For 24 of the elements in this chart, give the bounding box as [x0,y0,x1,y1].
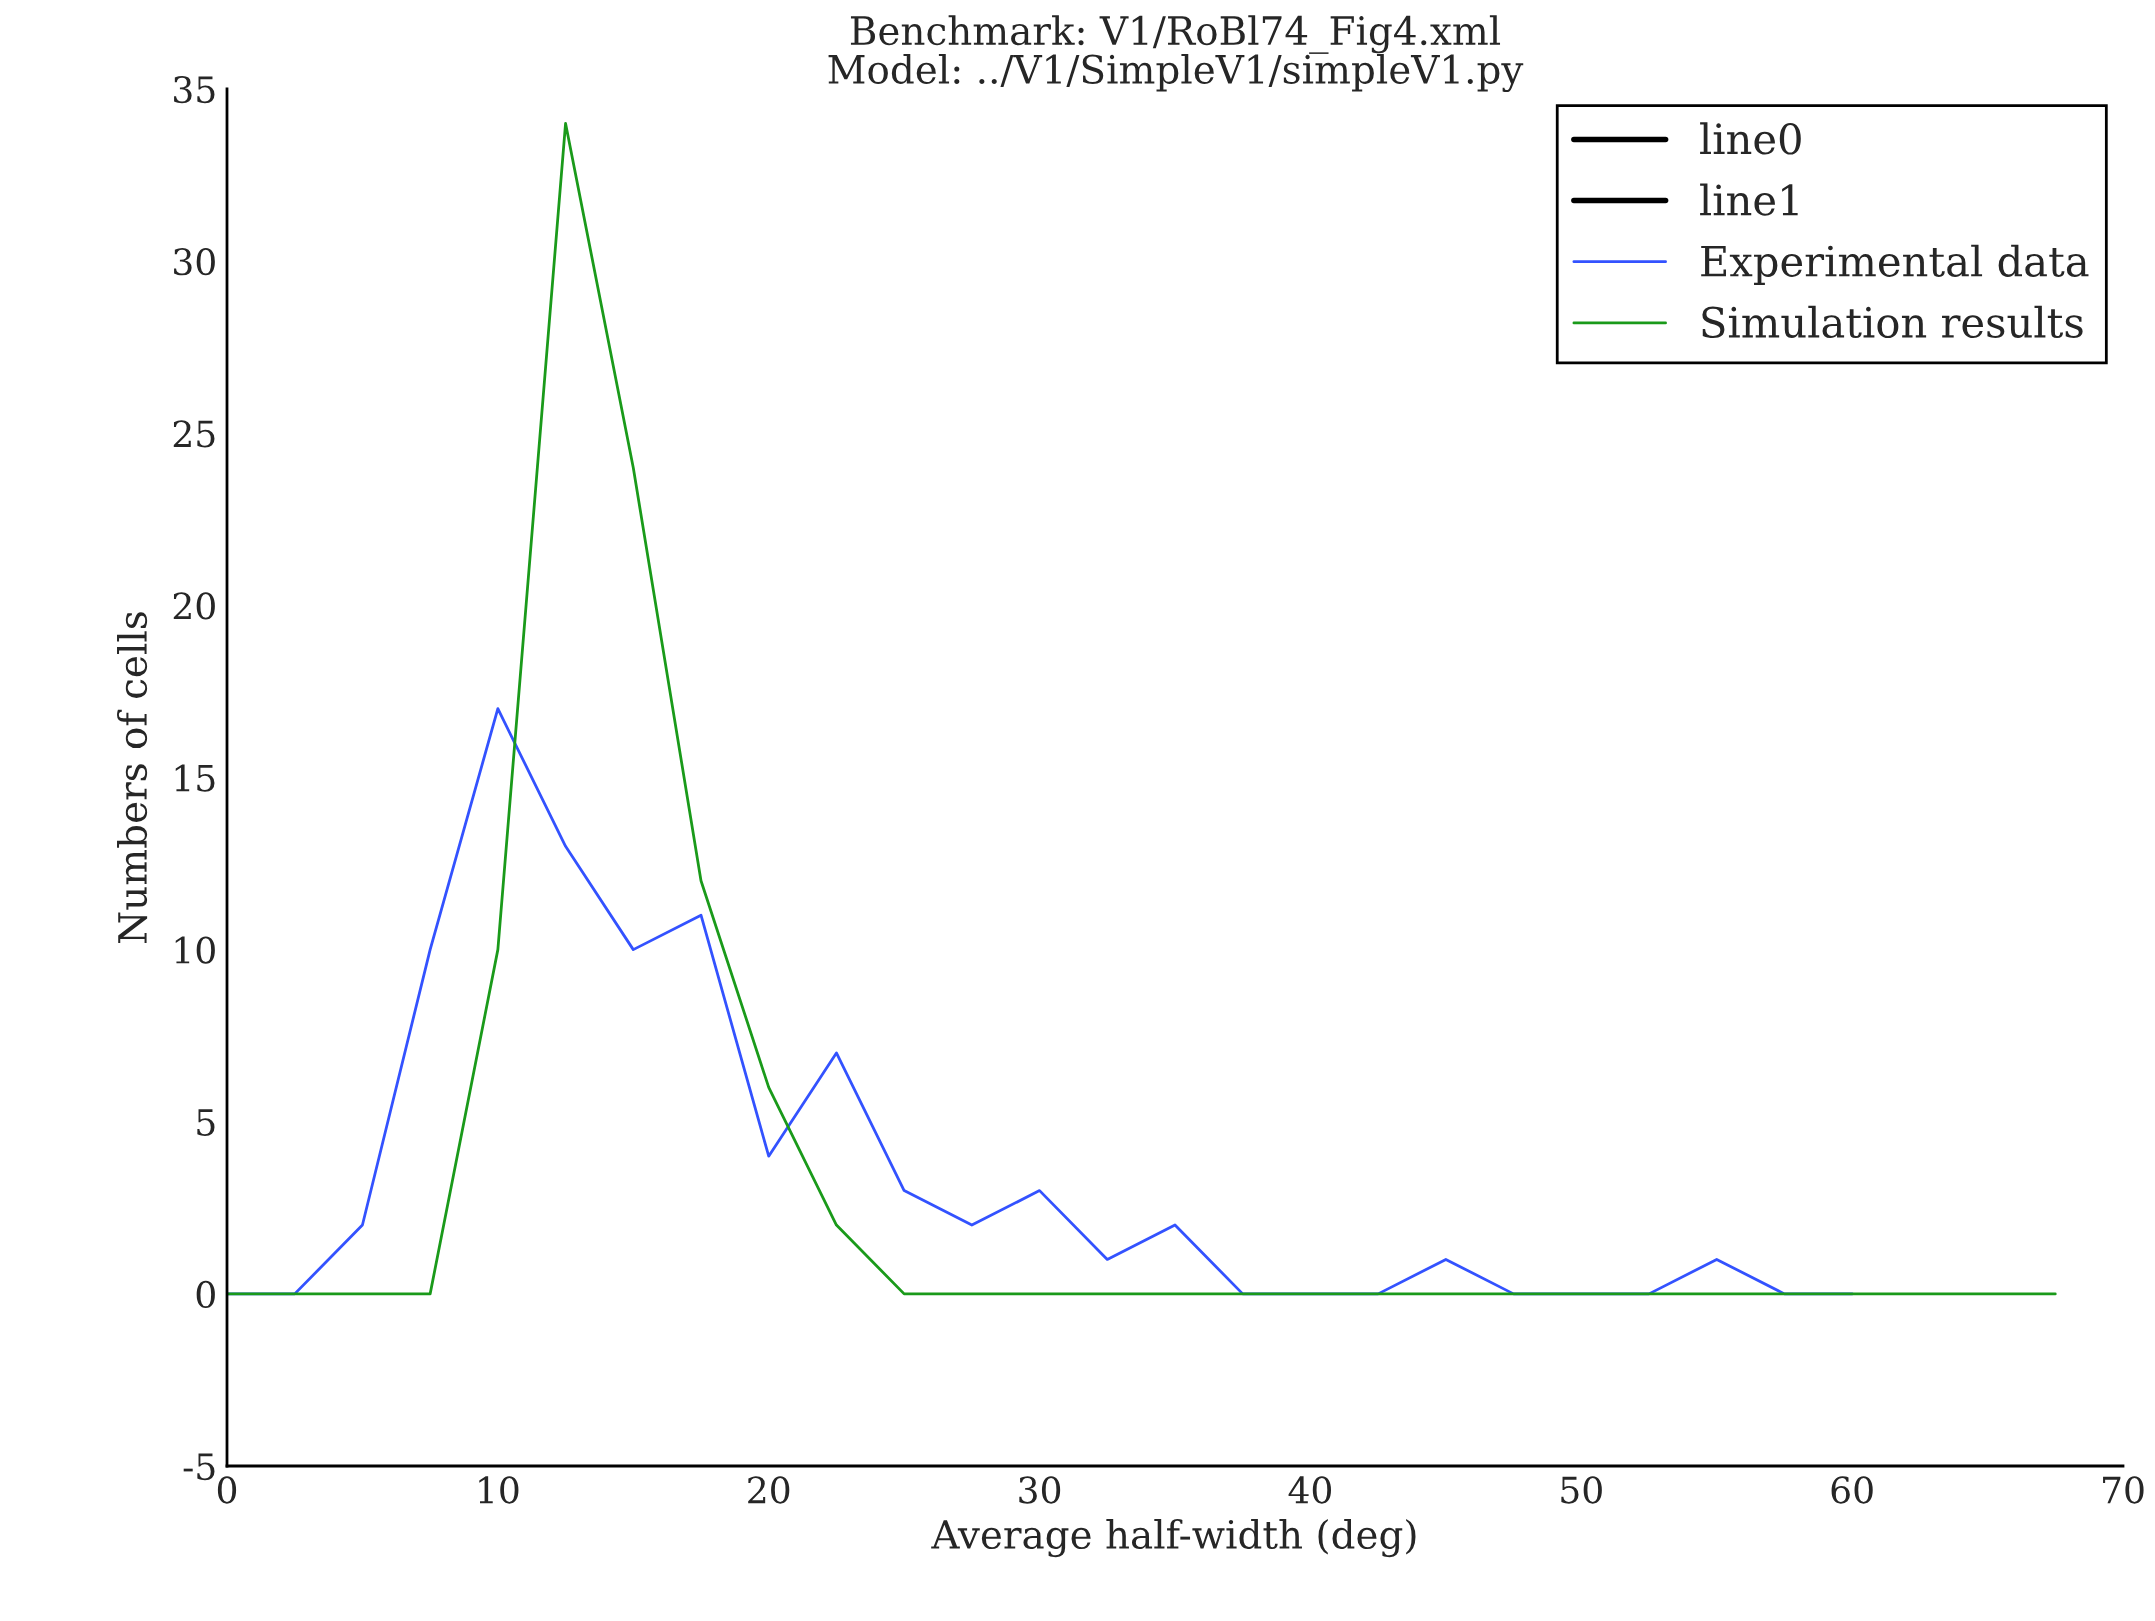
x-tick-label: 0 [217,1476,237,1504]
y-tick-label: -5 [183,1453,215,1481]
y-tick-label: 10 [175,936,215,964]
x-tick-label: 60 [1831,1476,1873,1504]
y-axis-title: Numbers of cells [117,612,148,943]
x-tick-label: 70 [2103,1476,2144,1504]
y-tick-label: 35 [174,75,215,104]
y-tick-label: 5 [197,1109,215,1136]
y-tick-label: 25 [173,420,215,448]
legend-label: Experimental data [1701,244,2089,285]
y-tick-label: 30 [174,248,215,276]
x-axis-title: Average half-width (deg) [931,1519,1416,1558]
x-tick-label: 10 [479,1476,519,1504]
y-tick-label: 20 [173,592,215,620]
x-tick-label: 50 [1561,1476,1602,1504]
x-tick-label: 20 [748,1476,790,1504]
legend-label: line0 [1700,122,1801,155]
legend-label: Simulation results [1702,305,2083,339]
y-tick-label: 15 [175,764,215,792]
legend-label: line1 [1700,183,1798,216]
x-tick-label: 40 [1288,1476,1332,1504]
chart-title: Benchmark: V1/RoBl74_Fig4.xml Model: ../V1/SimpleV1/simpleV1.py [828,15,1524,93]
x-tick-label: 30 [1019,1476,1061,1504]
y-tick-label: 0 [196,1280,215,1309]
